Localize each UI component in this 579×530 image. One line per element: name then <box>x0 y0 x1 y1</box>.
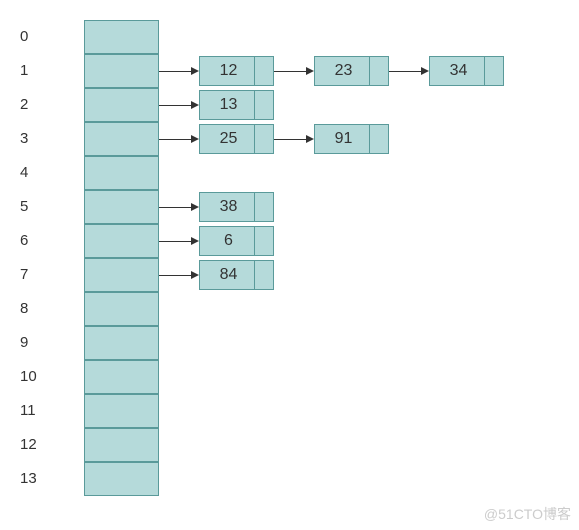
chain-node-pointer <box>369 125 388 153</box>
arrow-line <box>159 275 191 276</box>
chain-node-value: 84 <box>200 261 257 289</box>
chain-node: 6 <box>199 226 274 256</box>
chain-node-pointer <box>254 261 273 289</box>
arrow-line <box>274 139 306 140</box>
arrow-head-icon <box>191 67 199 75</box>
arrow-line <box>159 105 191 106</box>
arrow-line <box>159 71 191 72</box>
bucket-slot <box>84 20 159 54</box>
bucket-index: 9 <box>20 334 28 351</box>
chain-node-value: 91 <box>315 125 372 153</box>
chain-node: 84 <box>199 260 274 290</box>
bucket-index: 0 <box>20 28 28 45</box>
chain-node-value: 6 <box>200 227 257 255</box>
chain-node: 23 <box>314 56 389 86</box>
bucket-slot <box>84 122 159 156</box>
arrow-head-icon <box>421 67 429 75</box>
arrow-line <box>159 139 191 140</box>
bucket-index: 5 <box>20 198 28 215</box>
arrow-line <box>389 71 421 72</box>
chain-node-value: 34 <box>430 57 487 85</box>
bucket-slot <box>84 428 159 462</box>
chain-node-pointer <box>369 57 388 85</box>
chain-node-pointer <box>254 57 273 85</box>
chain-node: 38 <box>199 192 274 222</box>
watermark: @51CTO博客 <box>484 504 571 524</box>
arrow-head-icon <box>306 67 314 75</box>
chain-node-pointer <box>254 227 273 255</box>
bucket-index: 12 <box>20 436 37 453</box>
bucket-slot <box>84 224 159 258</box>
bucket-index: 4 <box>20 164 28 181</box>
bucket-slot <box>84 258 159 292</box>
bucket-index: 6 <box>20 232 28 249</box>
arrow-line <box>274 71 306 72</box>
arrow-head-icon <box>306 135 314 143</box>
bucket-slot <box>84 54 159 88</box>
bucket-slot <box>84 360 159 394</box>
bucket-slot <box>84 190 159 224</box>
bucket-index: 11 <box>20 402 36 419</box>
arrow-line <box>159 207 191 208</box>
chain-node: 25 <box>199 124 274 154</box>
bucket-index: 10 <box>20 368 37 385</box>
bucket-index: 7 <box>20 266 28 283</box>
arrow-head-icon <box>191 203 199 211</box>
chain-node: 13 <box>199 90 274 120</box>
bucket-index: 1 <box>20 62 28 79</box>
bucket-index: 2 <box>20 96 28 113</box>
chain-node-pointer <box>484 57 503 85</box>
bucket-index: 13 <box>20 470 37 487</box>
chain-node-value: 13 <box>200 91 257 119</box>
arrow-line <box>159 241 191 242</box>
bucket-slot <box>84 394 159 428</box>
bucket-index: 3 <box>20 130 28 147</box>
chain-node-pointer <box>254 125 273 153</box>
arrow-head-icon <box>191 237 199 245</box>
chain-node: 12 <box>199 56 274 86</box>
bucket-slot <box>84 88 159 122</box>
chain-node-value: 38 <box>200 193 257 221</box>
arrow-head-icon <box>191 271 199 279</box>
chain-node-pointer <box>254 91 273 119</box>
bucket-slot <box>84 462 159 496</box>
chain-node-value: 23 <box>315 57 372 85</box>
bucket-slot <box>84 326 159 360</box>
bucket-slot <box>84 156 159 190</box>
hash-table-diagram: @51CTO博客 0 1 12 23 34 2 13 3 25 91 4 5 38 6 6 7 84 8 9 10 11… <box>0 0 579 530</box>
chain-node-value: 25 <box>200 125 257 153</box>
chain-node-value: 12 <box>200 57 257 85</box>
chain-node: 34 <box>429 56 504 86</box>
arrow-head-icon <box>191 101 199 109</box>
chain-node: 91 <box>314 124 389 154</box>
arrow-head-icon <box>191 135 199 143</box>
bucket-index: 8 <box>20 300 28 317</box>
chain-node-pointer <box>254 193 273 221</box>
bucket-slot <box>84 292 159 326</box>
